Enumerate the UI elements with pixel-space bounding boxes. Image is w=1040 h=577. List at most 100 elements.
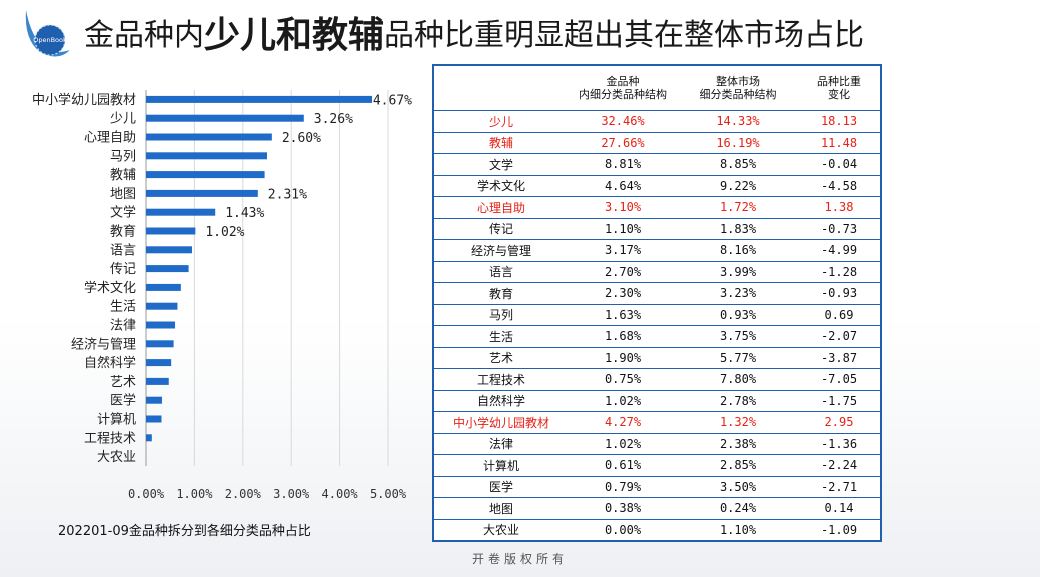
cell-change: -7.05 <box>798 368 881 390</box>
category-label: 大农业 <box>97 450 136 465</box>
cell-market-share: 9.22% <box>678 174 798 197</box>
title-part3: 品种比重明显超出其在整体市场占比 <box>384 18 865 53</box>
category-label: 经济与管理 <box>71 337 136 352</box>
table-row: 传记 1.10% 1.83% -0.73 <box>433 217 881 240</box>
data-label: 4.67% <box>373 93 412 108</box>
bar-chart: 0.00% 1.00% 2.00% 3.00% 4.00% 5.00% 中小学幼儿园教材 4.… <box>32 90 412 501</box>
cell-market-share: 7.80% <box>678 368 798 390</box>
cell-gold-share: 0.38% <box>568 497 678 519</box>
cell-gold-share: 0.75% <box>568 368 678 390</box>
bar <box>146 189 258 197</box>
bar <box>146 114 304 122</box>
cell-gold-share: 0.00% <box>568 518 678 541</box>
cell-gold-share: 0.79% <box>568 475 678 498</box>
table-row: 工程技术 0.75% 7.80% -7.05 <box>433 368 881 390</box>
cell-market-share: 2.38% <box>678 432 798 455</box>
cell-market-share: 1.32% <box>678 411 798 433</box>
category-label: 文学 <box>110 205 136 221</box>
table-row: 中小学幼儿园教材 4.27% 1.32% 2.95 <box>433 411 881 433</box>
cell-category: 地图 <box>433 497 568 519</box>
cell-gold-share: 32.46% <box>568 110 678 132</box>
copyright-footer: 开卷版权所有 <box>471 552 568 566</box>
cell-change: -0.93 <box>798 282 881 304</box>
cell-market-share: 2.85% <box>678 454 798 476</box>
cell-change: -1.36 <box>798 432 881 455</box>
bar <box>146 434 152 442</box>
cell-change: 0.69 <box>798 303 881 326</box>
cell-gold-share: 0.61% <box>568 454 678 476</box>
cell-gold-share: 27.66% <box>568 131 678 154</box>
cell-market-share: 8.16% <box>678 239 798 261</box>
bar <box>146 227 196 235</box>
category-label: 地图 <box>110 187 136 202</box>
cell-market-share: 16.19% <box>678 131 798 154</box>
comparison-table: 金品种 内细分类品种结构 整体市场 细分类品种结构 品种比重 变化 少儿 32.46% 1… <box>432 64 882 542</box>
cell-gold-share: 1.02% <box>568 389 678 412</box>
header-category <box>433 65 568 111</box>
cell-category: 教辅 <box>433 131 568 154</box>
category-label: 教育 <box>110 224 136 240</box>
x-tick-label: 4.00% <box>322 487 359 501</box>
header-market-structure: 整体市场 细分类品种结构 <box>699 75 777 101</box>
table-row: 地图 0.38% 0.24% 0.14 <box>433 497 881 519</box>
cell-market-share: 8.85% <box>678 153 798 175</box>
table-row: 文学 8.81% 8.85% -0.04 <box>433 153 881 175</box>
category-label: 马列 <box>110 149 136 164</box>
bar <box>146 302 178 310</box>
bar <box>146 283 181 291</box>
cell-category: 传记 <box>433 217 568 240</box>
category-label: 自然科学 <box>84 355 136 371</box>
cell-change: 11.48 <box>798 131 881 154</box>
page-title: 金品种内 少儿和教辅 品种比重明显超出其在整体市场占比 <box>84 4 1034 60</box>
category-label: 生活 <box>110 300 136 315</box>
cell-change: -2.07 <box>798 325 881 347</box>
table-row: 自然科学 1.02% 2.78% -1.75 <box>433 389 881 412</box>
cell-gold-share: 1.68% <box>568 325 678 347</box>
cell-market-share: 0.93% <box>678 303 798 326</box>
bar <box>146 152 267 160</box>
bar <box>146 415 162 423</box>
chart-caption: 202201-09金品种拆分到各细分类品种占比 <box>58 524 311 539</box>
table-row: 心理自助 3.10% 1.72% 1.38 <box>433 196 881 218</box>
cell-gold-share: 2.70% <box>568 260 678 283</box>
cell-category: 中小学幼儿园教材 <box>433 411 568 433</box>
cell-gold-share: 3.17% <box>568 239 678 261</box>
cell-category: 医学 <box>433 475 568 498</box>
table-row: 大农业 0.00% 1.10% -1.09 <box>433 518 881 541</box>
bar <box>146 133 272 141</box>
cell-market-share: 3.50% <box>678 475 798 498</box>
cell-category: 计算机 <box>433 454 568 476</box>
cell-change: -0.04 <box>798 153 881 175</box>
table-row: 教辅 27.66% 16.19% 11.48 <box>433 131 881 154</box>
cell-market-share: 3.99% <box>678 260 798 283</box>
cell-category: 自然科学 <box>433 389 568 412</box>
cell-category: 语言 <box>433 260 568 283</box>
table-row: 教育 2.30% 3.23% -0.93 <box>433 282 881 304</box>
bar <box>146 321 176 329</box>
cell-change: -2.71 <box>798 475 881 498</box>
cell-gold-share: 1.10% <box>568 217 678 240</box>
cell-gold-share: 1.90% <box>568 346 678 369</box>
cell-gold-share: 2.30% <box>568 282 678 304</box>
table-row: 经济与管理 3.17% 8.16% -4.99 <box>433 239 881 261</box>
logo-text: OpenBook <box>33 36 67 44</box>
cell-change: -2.24 <box>798 454 881 476</box>
cell-category: 工程技术 <box>433 368 568 390</box>
cell-market-share: 1.10% <box>678 518 798 541</box>
cell-category: 大农业 <box>433 518 568 541</box>
cell-change: -3.87 <box>798 346 881 369</box>
table-row: 艺术 1.90% 5.77% -3.87 <box>433 346 881 369</box>
bar <box>146 396 162 404</box>
category-label: 中小学幼儿园教材 <box>32 92 136 108</box>
header-share-change: 品种比重 变化 <box>817 75 861 101</box>
category-label: 传记 <box>110 262 136 277</box>
header-gold-structure: 金品种 内细分类品种结构 <box>579 75 667 101</box>
category-label: 工程技术 <box>84 431 136 446</box>
cell-change: 2.95 <box>798 411 881 433</box>
cell-gold-share: 1.02% <box>568 432 678 455</box>
category-label: 少儿 <box>110 112 136 127</box>
cell-change: -1.28 <box>798 260 881 283</box>
cell-market-share: 1.72% <box>678 196 798 218</box>
table-header-row: 金品种 内细分类品种结构 整体市场 细分类品种结构 品种比重 变化 <box>433 65 881 111</box>
category-label: 心理自助 <box>84 131 136 146</box>
